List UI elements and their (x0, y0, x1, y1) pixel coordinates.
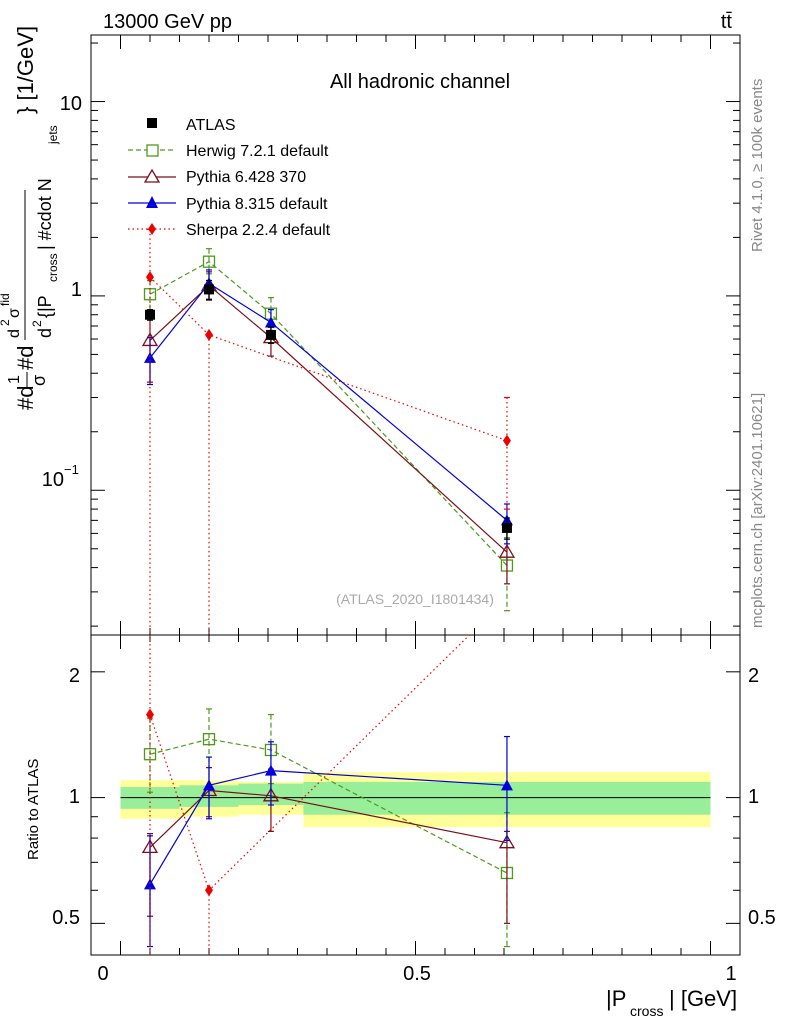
legend-item-pythia8: Pythia 8.315 default (128, 196, 328, 213)
point-sherpa-2-2-4-default (502, 434, 511, 447)
lower-ytick-1: 1 (69, 786, 80, 808)
ratio-point-sherpa-2-2-4-default (205, 884, 213, 897)
lower-ytick-2: 2 (69, 665, 80, 687)
legend-marker-pythia8 (146, 196, 158, 208)
ratio-point-herwig-7-2-1-default (202, 733, 216, 746)
point-atlas (145, 309, 155, 320)
ylabel-part: d (35, 328, 55, 338)
series-herwig-7-2-1-default (143, 248, 514, 612)
ratio-line-sherpa-2-2-4-default (149, 634, 470, 892)
ratio-line-pythia-8-315-default (149, 770, 507, 885)
ylabel-part: cross (46, 253, 60, 282)
chart-title: All hadronic channel (330, 71, 510, 93)
line-pythia-8-315-default (149, 282, 508, 521)
legend-label-pythia6: Pythia 6.428 370 (186, 169, 306, 186)
ratio-line-herwig-7-2-1-default (149, 738, 508, 874)
legend-marker-pythia6 (143, 168, 161, 183)
ratio-point-sherpa-2-2-4-default (146, 708, 154, 721)
lower-ytick-right-1: 1 (748, 786, 759, 808)
ytick-label-10: 10 (60, 93, 82, 115)
series-pythia-8-315-default (144, 269, 513, 545)
point-sherpa-2-2-4-default (146, 271, 154, 284)
series-atlas (145, 279, 512, 540)
series-pythia-6-428-370 (141, 271, 516, 585)
legend-label-pythia8: Pythia 8.315 default (186, 196, 328, 213)
ylabel-part: 1 (6, 375, 23, 384)
line-sherpa-2-2-4-default (149, 276, 508, 442)
point-atlas (204, 284, 214, 295)
ylabel-part: σ (29, 375, 49, 386)
legend-item-sherpa: Sherpa 2.2.4 default (128, 222, 331, 239)
xtick-label-1: 1 (725, 963, 736, 985)
ytick-label-0.1-exp: −1 (64, 462, 79, 477)
rivet-label: Rivet 4.1.0, ≥ 100k events (749, 79, 766, 252)
ylabel-part: #d (13, 386, 38, 410)
ylabel-part: 2 (0, 319, 12, 326)
lower-ytick-right-2: 2 (748, 665, 759, 687)
xlabel-part: |P (606, 986, 626, 1011)
ytick-label-0.1-base: 10 (42, 469, 64, 491)
point-atlas (265, 329, 276, 340)
point-pythia-6-428-370 (498, 543, 516, 558)
xlabel-sub: cross (630, 1003, 663, 1019)
lower-ytick-right-0.5: 0.5 (748, 907, 776, 929)
legend: ATLAS Herwig 7.2.1 default Pythia 6.428 … (128, 117, 331, 239)
ratio-point-pythia-8-315-default (203, 779, 215, 791)
lower-ylabel: Ratio to ATLAS (25, 759, 42, 860)
ratio-point-pythia-6-428-370 (498, 834, 516, 849)
ratio-point-pythia-8-315-default (264, 764, 277, 776)
header-left: 13000 GeV pp (103, 11, 232, 33)
ylabel-part: } [1/GeV] (13, 26, 38, 114)
ylabel-part: σ (6, 308, 23, 318)
xlabel: |P cross | [GeV] (606, 986, 737, 1019)
point-herwig-7-2-1-default (202, 255, 216, 268)
watermark: (ATLAS_2020_I1801434) (336, 591, 494, 607)
legend-item-herwig: Herwig 7.2.1 default (128, 143, 329, 160)
ratio-series-pythia-8-315-default (144, 735, 513, 948)
legend-label-sherpa: Sherpa 2.2.4 default (186, 222, 331, 239)
xtick-label-0.5: 0.5 (403, 963, 431, 985)
ytick-label-1: 1 (71, 279, 82, 301)
mcplots-label: mcplots.cern.ch [arXiv:2401.10621] (749, 393, 766, 628)
ratio-line-pythia-6-428-370 (149, 789, 508, 848)
ylabel-part: #d (13, 346, 38, 370)
point-pythia-8-315-default (144, 351, 156, 363)
legend-marker-herwig (146, 144, 159, 157)
lower-ytick-0.5: 0.5 (52, 907, 80, 929)
ratio-point-pythia-8-315-default (500, 779, 513, 791)
legend-label-herwig: Herwig 7.2.1 default (186, 143, 329, 160)
ylabel-part: jets (46, 125, 60, 145)
point-pythia-8-315-default (264, 316, 277, 328)
ratio-series-sherpa-2-2-4-default (146, 634, 470, 955)
series-sherpa-2-2-4-default (146, 228, 511, 635)
point-atlas (501, 522, 512, 533)
legend-marker-atlas (147, 118, 157, 128)
xlabel-tail: | [GeV] (669, 986, 737, 1011)
upper-ylabel: #d 1 σ #d d 2 σ fid d 2 {|P cross | #cdo… (0, 26, 60, 410)
point-sherpa-2-2-4-default (205, 328, 213, 341)
line-pythia-6-428-370 (149, 284, 508, 553)
header-right: tt̄ (721, 11, 733, 33)
legend-item-atlas: ATLAS (147, 117, 236, 134)
legend-item-pythia6: Pythia 6.428 370 (128, 168, 306, 186)
ylabel-part: {|P (35, 295, 55, 318)
ylabel-part: d (6, 329, 23, 338)
line-herwig-7-2-1-default (149, 260, 508, 566)
ylabel-part: | #cdot N (35, 178, 55, 250)
xtick-label-0: 0 (97, 963, 108, 985)
ylabel-part: fid (0, 293, 12, 306)
legend-label-atlas: ATLAS (186, 117, 236, 134)
ratio-series-herwig-7-2-1-default (143, 708, 514, 948)
ylabel-part: 2 (30, 320, 44, 327)
